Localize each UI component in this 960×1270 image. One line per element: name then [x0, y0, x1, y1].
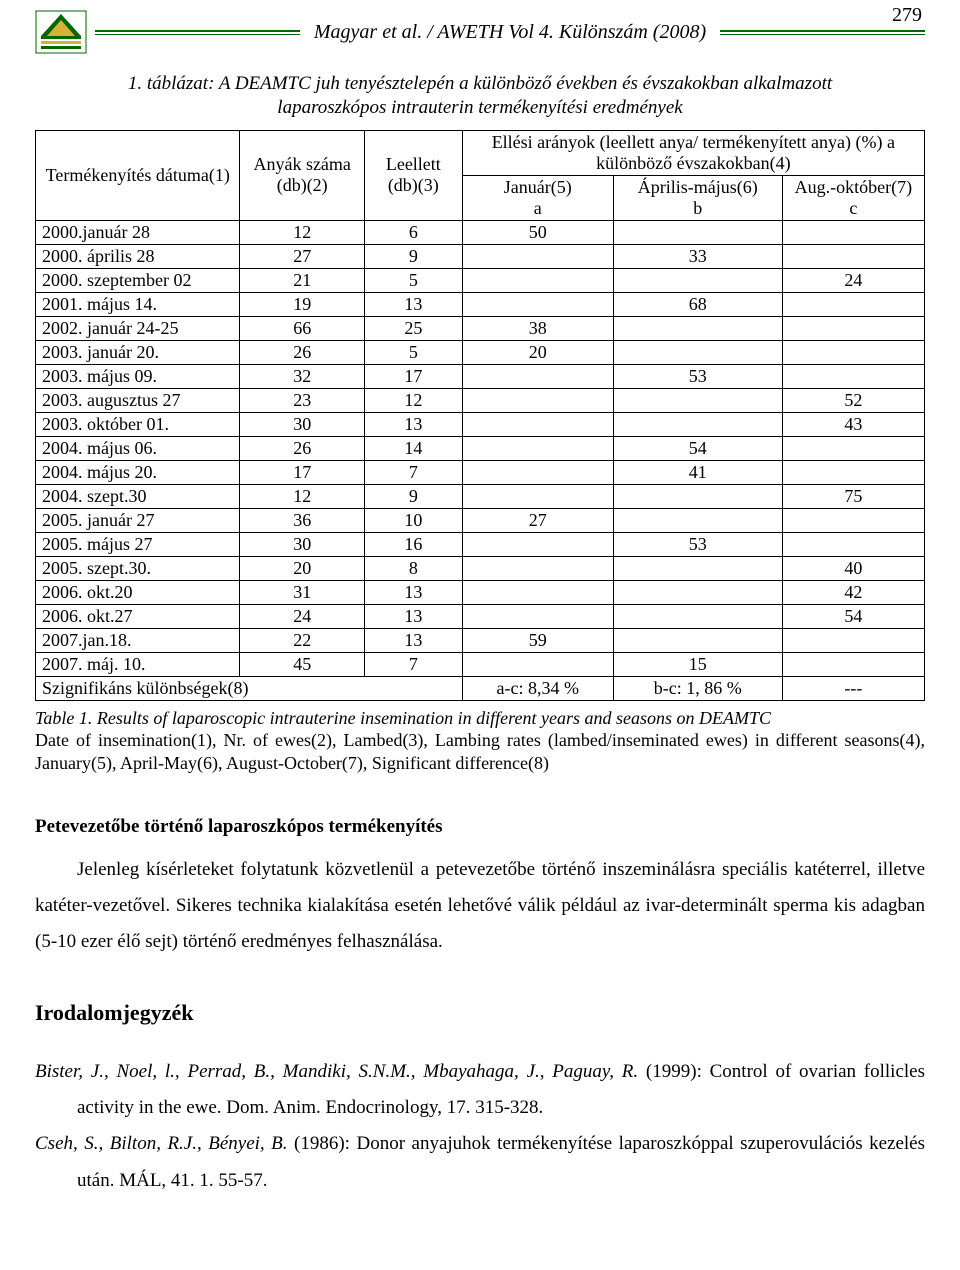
- header-rule-right: [720, 30, 925, 35]
- th-lambed: Leellett (db)(3): [364, 130, 462, 220]
- table-row: 2001. május 14.191368: [36, 292, 925, 316]
- table-footnote: Table 1. Results of laparoscopic intraut…: [35, 707, 925, 775]
- table-row: 2000. szeptember 0221524: [36, 268, 925, 292]
- table-row: 2004. szept.3012975: [36, 484, 925, 508]
- table-row: 2004. május 06.261454: [36, 436, 925, 460]
- table-row: 2003. január 20.26520: [36, 340, 925, 364]
- running-head: Magyar et al. / AWETH Vol 4. Különszám (…: [300, 21, 720, 44]
- table-row: 2005. január 27361027: [36, 508, 925, 532]
- table-row: 2005. szept.30.20840: [36, 556, 925, 580]
- table-row: 2003. október 01.301343: [36, 412, 925, 436]
- table-row: 2003. augusztus 27231252: [36, 388, 925, 412]
- th-jan: Január(5) a: [462, 175, 613, 220]
- reference-entry: Bister, J., Noel, l., Perrad, B., Mandik…: [35, 1054, 925, 1126]
- table-row: 2000. április 2827933: [36, 244, 925, 268]
- table-row: 2007. máj. 10.45715: [36, 652, 925, 676]
- section-heading: Petevezetőbe történő laparoszkópos termé…: [35, 816, 925, 838]
- table-row: 2004. május 20.17741: [36, 460, 925, 484]
- results-table: Termékenyítés dátuma(1) Anyák száma (db)…: [35, 130, 925, 701]
- th-ewes: Anyák száma (db)(2): [240, 130, 364, 220]
- th-aug: Aug.-október(7) c: [782, 175, 924, 220]
- header-rule-left: [95, 30, 300, 35]
- table-row: 2007.jan.18.221359: [36, 628, 925, 652]
- table-row: 2005. május 27301653: [36, 532, 925, 556]
- table-row: 2003. május 09.321753: [36, 364, 925, 388]
- table-row: 2000.január 2812650: [36, 220, 925, 244]
- bibliography-heading: Irodalomjegyzék: [35, 1000, 925, 1026]
- journal-logo-icon: [35, 10, 87, 54]
- th-apr: Április-május(6) b: [613, 175, 782, 220]
- table-row: 2006. okt.27241354: [36, 604, 925, 628]
- table-row-significance: Szignifikáns különbségek(8)a-c: 8,34 %b-…: [36, 676, 925, 700]
- table-caption: 1. táblázat: A DEAMTC juh tenyésztelepén…: [95, 72, 865, 120]
- table-row: 2002. január 24-25662538: [36, 316, 925, 340]
- th-rates: Ellési arányok (leellett anya/ termékeny…: [462, 130, 924, 175]
- page-number: 279: [892, 4, 922, 27]
- section-paragraph: Jelenleg kísérleteket folytatunk közvetl…: [35, 852, 925, 960]
- table-row: 2006. okt.20311342: [36, 580, 925, 604]
- page-header: Magyar et al. / AWETH Vol 4. Különszám (…: [35, 10, 925, 54]
- th-date: Termékenyítés dátuma(1): [36, 130, 240, 220]
- reference-entry: Cseh, S., Bilton, R.J., Bényei, B. (1986…: [35, 1126, 925, 1198]
